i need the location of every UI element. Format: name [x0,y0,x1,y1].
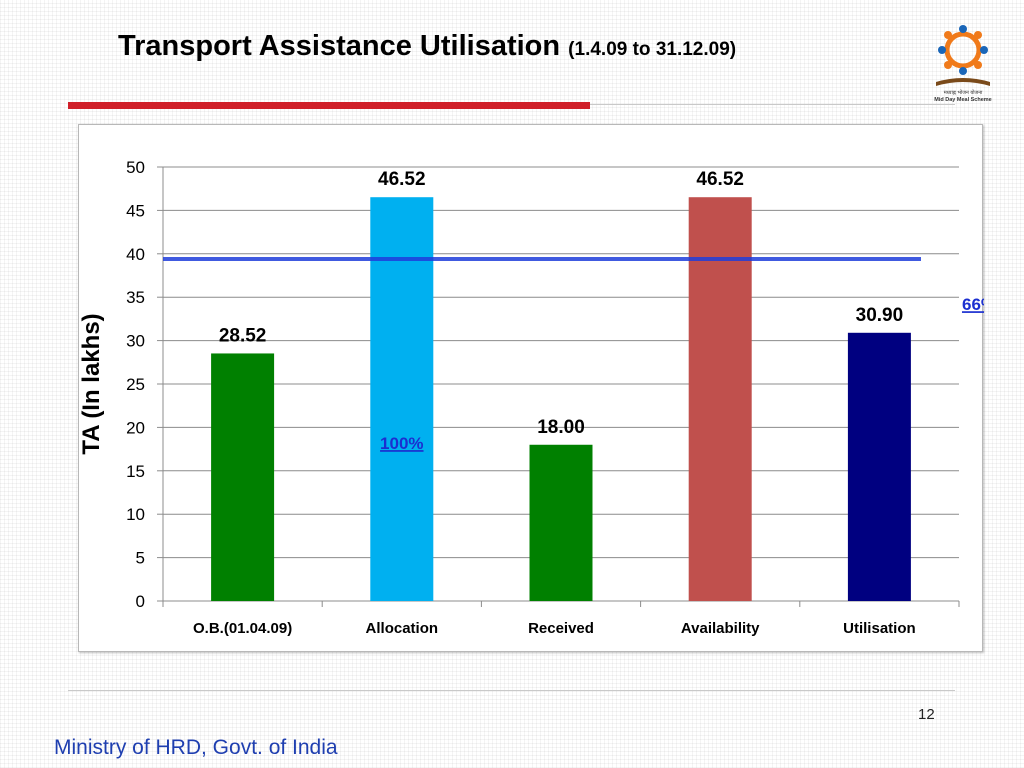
bar-value-label: 46.52 [696,169,744,190]
bar-o-b-01-04-09 [211,353,275,601]
bar-value-label: 18.00 [537,417,585,438]
y-tick-label: 10 [126,505,145,524]
bar-utilisation [847,332,911,601]
y-tick-label: 25 [126,375,145,394]
y-tick-label: 30 [126,332,145,351]
y-tick-label: 5 [136,549,145,568]
logo-text-english: Mid Day Meal Scheme [934,97,991,103]
y-axis-title: TA (In lakhs) [79,313,105,454]
x-category-label: Received [528,620,594,637]
y-tick-label: 20 [126,418,145,437]
y-tick-label: 45 [126,201,145,220]
logo-emblem-icon [936,25,990,86]
bar-value-label: 46.52 [378,169,426,190]
x-category-label: Utilisation [843,620,916,637]
bar-chart: 0 5 10 15 20 25 30 35 40 45 50 28.52 O.B.(01.04.09) 4… [79,158,984,637]
y-tick-label: 0 [136,592,145,611]
y-tick-label: 40 [126,245,145,264]
bar-allocation [370,197,434,601]
percent-annotation: 66% [962,295,984,314]
percent-annotation: 100% [380,434,423,453]
bar-value-label: 28.52 [219,325,267,346]
bar-availability [688,197,752,601]
title-underline-red [68,102,590,109]
slide-title-main: Transport Assistance Utilisation [118,30,561,62]
y-tick-label: 15 [126,462,145,481]
footer-divider [68,690,955,691]
bar-received [529,444,593,601]
x-category-label: O.B.(01.04.09) [193,620,292,637]
x-category-label: Allocation [366,620,439,637]
slide-title-date-range: (1.4.09 to 31.12.09) [568,39,737,60]
mid-day-meal-logo: मध्याह्न भोजन योजना Mid Day Meal Scheme [934,25,992,103]
slide-title: Transport Assistance Utilisation (1.4.09… [118,30,736,63]
x-category-label: Availability [681,620,760,637]
y-tick-label: 35 [126,288,145,307]
title-underline-thin [590,104,955,105]
y-tick-label: 50 [126,158,145,177]
bar-value-label: 30.90 [856,305,904,326]
footer-ministry: Ministry of HRD, Govt. of India [54,736,338,759]
chart-frame: 0 5 10 15 20 25 30 35 40 45 50 28.52 O.B.(01.04.09) 4… [78,124,984,652]
page-number: 12 [918,706,935,723]
logo-text-hindi: मध्याह्न भोजन योजना [944,89,983,96]
